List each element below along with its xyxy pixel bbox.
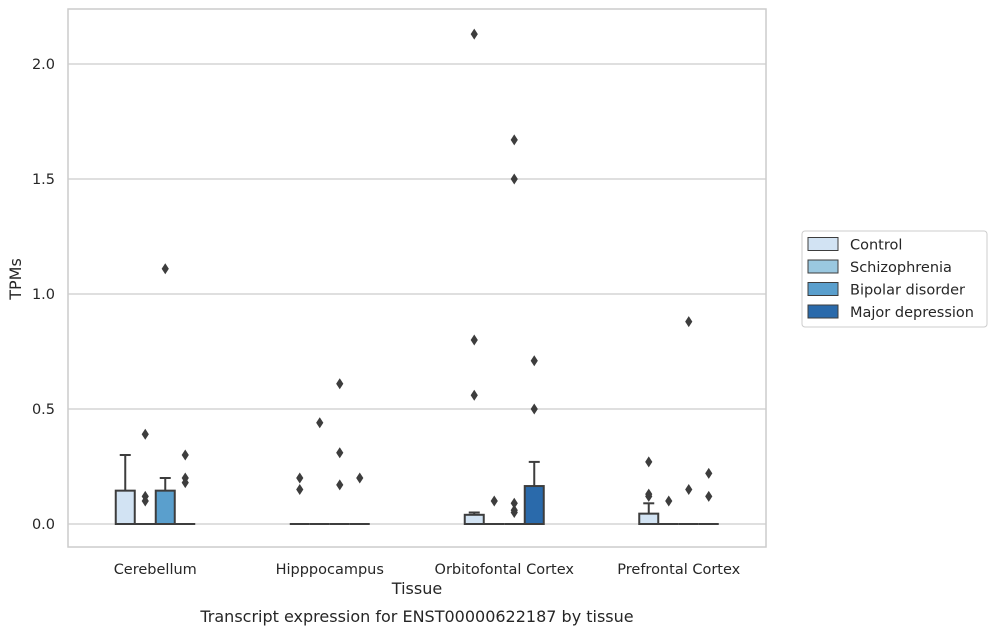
y-axis-label: TPMs (6, 258, 25, 301)
outlier-point (490, 495, 498, 507)
box-group (309, 417, 330, 525)
x-axis-label: Tissue (391, 579, 442, 598)
y-tick-label: 0.5 (32, 402, 55, 418)
y-tick-label: 0.0 (32, 517, 55, 533)
outlier-point (336, 479, 344, 491)
outlier-point (510, 134, 518, 146)
outlier-point (470, 28, 478, 40)
outlier-point (705, 490, 713, 502)
box (463, 513, 485, 525)
outlier-point (161, 263, 169, 275)
outlier-point (470, 389, 478, 401)
outlier-point (530, 403, 538, 415)
outlier-point (296, 472, 304, 484)
y-tick-label: 1.5 (32, 172, 55, 188)
box (523, 485, 545, 525)
outlier-point (645, 456, 653, 468)
chart-caption: Transcript expression for ENST0000062218… (199, 607, 633, 626)
box-group (678, 316, 699, 525)
legend-frame (801, 230, 988, 328)
box-group (504, 134, 525, 525)
box-group (289, 472, 310, 525)
box-group (349, 472, 370, 525)
box-group (135, 428, 156, 525)
plot-marks (114, 28, 719, 526)
y-tick-label: 2.0 (32, 57, 55, 73)
box (638, 512, 660, 526)
x-tick-label: Hipppocampus (276, 562, 384, 578)
box-group (638, 456, 660, 526)
outlier-point (181, 477, 189, 489)
legend-label: Control (850, 238, 902, 254)
outlier-point (510, 497, 518, 509)
outlier-point (665, 495, 673, 507)
legend-swatch (807, 237, 839, 251)
box-group (329, 378, 350, 525)
legend-label: Bipolar disorder (850, 283, 965, 299)
outlier-point (141, 495, 149, 507)
outlier-point (316, 417, 324, 429)
outlier-point (336, 378, 344, 390)
box-group (114, 454, 136, 525)
box-group (154, 263, 176, 525)
box (114, 489, 136, 525)
box-group (484, 495, 505, 525)
box-group (698, 467, 719, 525)
box-group (523, 355, 545, 525)
x-tick-label: Cerebellum (114, 562, 197, 578)
box-group (658, 495, 679, 525)
legend-swatch (807, 259, 839, 274)
outlier-point (181, 449, 189, 461)
legend-label: Major depression (850, 305, 974, 321)
outlier-point (510, 507, 518, 518)
x-tick-label: Prefrontal Cortex (617, 562, 740, 578)
box-group (463, 28, 485, 525)
outlier-point (530, 355, 538, 367)
outlier-point (685, 484, 693, 495)
box-group (175, 449, 196, 525)
outlier-point (645, 490, 653, 502)
box (154, 489, 176, 525)
legend-swatch (807, 282, 839, 296)
legend-label: Schizophrenia (850, 260, 952, 276)
y-axis: 0.0 0.5 1.0 1.5 2.0 (32, 57, 55, 533)
y-tick-label: 1.0 (32, 287, 55, 303)
outlier-point (296, 484, 304, 495)
outlier-point (685, 316, 693, 328)
outlier-point (336, 447, 344, 459)
x-axis: Cerebellum Hipppocampus Orbitofontal Corte… (114, 562, 741, 578)
x-tick-label: Orbitofontal Cortex (435, 562, 575, 578)
plot-area (67, 8, 767, 548)
outlier-point (510, 173, 518, 185)
legend-swatch (807, 304, 839, 319)
outlier-point (705, 467, 713, 479)
outlier-point (470, 334, 478, 346)
legend: Control Schizophrenia Bipolar disorder Majo… (801, 230, 988, 328)
outlier-point (141, 428, 149, 440)
outlier-point (356, 472, 364, 484)
